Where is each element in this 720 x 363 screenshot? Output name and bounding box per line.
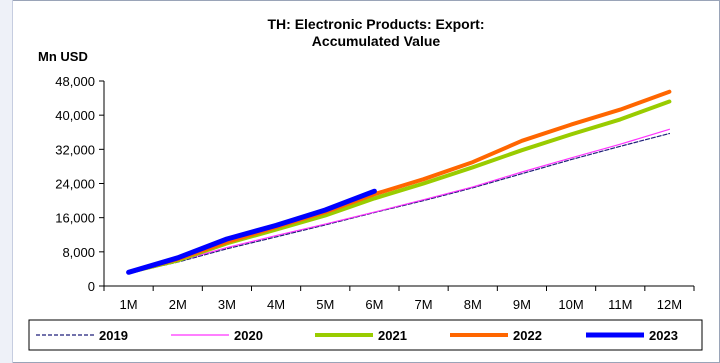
y-tick-label: 0 [88, 279, 95, 294]
left-panel-strip [0, 0, 13, 363]
x-tick-label: 9M [513, 297, 531, 312]
legend-label-2023: 2023 [649, 328, 678, 343]
x-tick-label: 3M [218, 297, 236, 312]
y-tick-label: 48,000 [55, 74, 95, 89]
x-tick-label: 11M [608, 297, 632, 312]
series-line-2022 [126, 89, 672, 275]
chart-title-line-1: TH: Electronic Products: Export: [267, 16, 484, 32]
y-tick-label: 32,000 [55, 142, 95, 157]
x-tick-label: 12M [657, 297, 682, 312]
x-tick-label: 4M [267, 297, 285, 312]
x-axis-ticks: 1M 2M 3M 4M 5M 6M 7M 8M 9M 10M 11M 12M [103, 286, 695, 312]
x-tick-label: 10M [558, 297, 583, 312]
legend-label-2022: 2022 [513, 328, 542, 343]
x-tick-label: 7M [415, 297, 433, 312]
x-tick-label: 2M [169, 297, 187, 312]
x-tick-label: 6M [365, 297, 383, 312]
y-axis-ticks: 0 8,000 16,000 24,000 32,000 40,000 48,000 [55, 74, 104, 294]
x-tick-label: 5M [316, 297, 334, 312]
series-line-2020 [128, 128, 671, 274]
legend-label-2020: 2020 [234, 328, 263, 343]
y-axis-label: Mn USD [38, 49, 88, 64]
series-line-2019 [128, 132, 671, 274]
legend: 2019 2020 2021 2022 2023 [36, 328, 678, 343]
y-tick-label: 24,000 [55, 177, 95, 192]
y-tick-label: 40,000 [55, 108, 95, 123]
series-lines [126, 89, 672, 275]
series-line-2023 [126, 188, 377, 275]
x-tick-label: 1M [120, 297, 138, 312]
legend-label-2021: 2021 [378, 328, 407, 343]
x-tick-label: 8M [464, 297, 482, 312]
chart-title-line-2: Accumulated Value [312, 33, 441, 49]
legend-label-2019: 2019 [99, 328, 128, 343]
y-tick-label: 16,000 [55, 211, 95, 226]
y-tick-label: 8,000 [62, 245, 95, 260]
